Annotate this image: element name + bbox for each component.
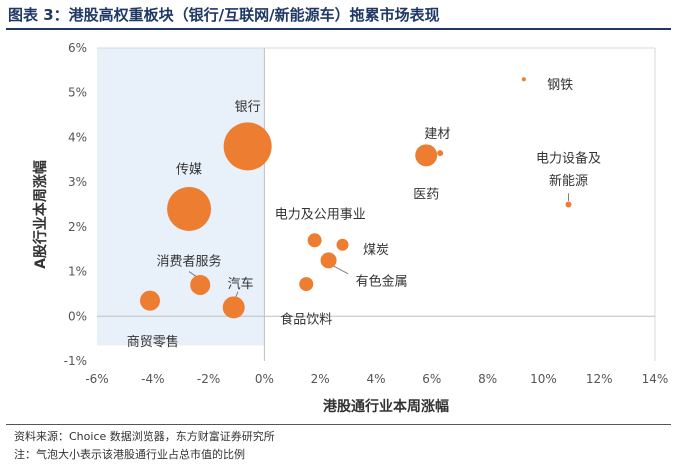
x-tick-label: -6% xyxy=(85,372,108,386)
x-tick-label: 12% xyxy=(586,372,613,386)
bubble xyxy=(222,296,245,319)
y-tick-label: 1% xyxy=(68,265,87,279)
y-tick-labels: -1% 0% 1% 2% 3% 4% 5% 6% xyxy=(64,41,87,368)
bubble xyxy=(299,277,314,292)
y-tick-label: 3% xyxy=(68,175,87,189)
y-tick-label: -1% xyxy=(64,354,87,368)
y-axis-title: A股行业本周涨幅 xyxy=(32,160,49,269)
footer-divider xyxy=(6,424,671,425)
title-divider xyxy=(6,28,671,30)
source-note: 资料来源：Choice 数据浏览器，东方财富证券研究所 xyxy=(14,430,275,443)
point-label: 建材 xyxy=(424,127,450,142)
point-label: 商贸零售 xyxy=(127,334,179,350)
bubble xyxy=(223,122,272,171)
bubble xyxy=(437,150,444,157)
x-tick-label: 8% xyxy=(478,372,497,386)
x-tick-label: 6% xyxy=(422,372,441,386)
y-tick-label: 0% xyxy=(68,309,87,323)
x-tick-label: 10% xyxy=(530,372,557,386)
y-tick-label: 5% xyxy=(68,86,87,100)
bubble xyxy=(415,144,438,167)
point-label: 医药 xyxy=(413,187,439,202)
point-label: 电力设备及 xyxy=(536,151,601,167)
bubble xyxy=(336,238,349,251)
x-tick-label: 2% xyxy=(311,372,330,386)
y-tick-label: 2% xyxy=(68,220,87,234)
y-tick-label: 6% xyxy=(68,41,87,55)
point-label: 钢铁 xyxy=(547,78,573,93)
point-label: 银行 xyxy=(235,100,261,115)
bubble xyxy=(521,77,526,82)
point-label: 汽车 xyxy=(228,276,254,292)
x-tick-label: 4% xyxy=(366,372,385,386)
point-label: 电力及公用事业 xyxy=(275,207,366,222)
bubble xyxy=(307,233,322,248)
point-label: 有色金属 xyxy=(356,274,408,290)
y-tick-label: 4% xyxy=(68,130,87,144)
x-tick-label: 14% xyxy=(642,372,669,386)
point-label: 煤炭 xyxy=(363,243,389,258)
bubbles xyxy=(140,77,572,319)
x-axis-title: 港股通行业本周涨幅 xyxy=(323,398,449,415)
figure-title: 图表 3：港股高权重板块（银行/互联网/新能源车）拖累市场表现 xyxy=(8,6,440,24)
x-tick-label: 0% xyxy=(255,372,274,386)
point-label: 食品饮料 xyxy=(280,312,332,328)
bubble xyxy=(140,290,161,311)
bubble xyxy=(565,201,572,208)
x-tick-label: -2% xyxy=(197,372,220,386)
leader-line xyxy=(331,264,349,275)
point-label: 传媒 xyxy=(176,163,202,178)
bubble xyxy=(167,186,212,231)
footnote: 注：气泡大小表示该港股通行业占总市值的比例 xyxy=(14,448,245,461)
x-tick-label: -4% xyxy=(141,372,164,386)
x-tick-labels: -6% -4% -2% 0% 2% 4% 6% 8% 10% 12% 14% xyxy=(85,372,668,386)
bubble xyxy=(190,274,211,295)
point-label: 新能源 xyxy=(549,173,588,189)
bubble xyxy=(320,252,337,269)
point-label: 消费者服务 xyxy=(157,253,222,269)
